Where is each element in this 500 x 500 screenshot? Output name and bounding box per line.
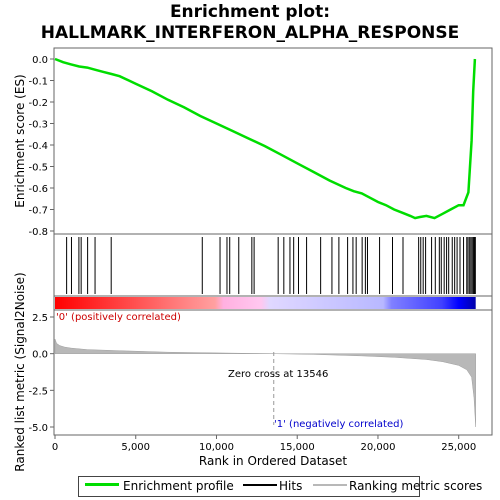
es-y-tick-label: -0.4 <box>28 141 48 152</box>
es-y-tick-label: -0.7 <box>28 206 48 217</box>
x-tick-label: 0 <box>52 442 58 453</box>
metric-y-tick-label: 2.5 <box>32 313 48 324</box>
legend-es-swatch <box>85 483 119 486</box>
legend-es-label: Enrichment profile <box>123 479 234 493</box>
legend: Enrichment profile Hits Ranking metric s… <box>78 476 482 497</box>
es-y-axis-label: Enrichment score (ES) <box>13 74 27 207</box>
x-tick-label: 10,000 <box>199 442 234 453</box>
es-y-tick-label: 0.0 <box>32 55 48 66</box>
metric-y-tick-label: 0.0 <box>32 350 48 361</box>
hits-layer <box>66 237 476 294</box>
es-y-tick-label: -0.1 <box>28 77 48 88</box>
zero-cross-label: Zero cross at 13546 <box>228 369 328 380</box>
x-tick-label: 25,000 <box>441 442 476 453</box>
hits-panel <box>53 233 493 297</box>
es-y-tick-label: -0.3 <box>28 120 48 131</box>
metric-area <box>54 338 476 428</box>
chart-title: Enrichment plot: HALLMARK_INTERFERON_ALP… <box>0 2 500 44</box>
chart-title-line2: HALLMARK_INTERFERON_ALPHA_RESPONSE <box>40 23 460 43</box>
legend-hits-label: Hits <box>279 479 303 493</box>
x-axis-label: Rank in Ordered Dataset <box>199 454 347 468</box>
x-tick-label: 15,000 <box>280 442 315 453</box>
metric-y-tick-label: -5.0 <box>28 423 48 434</box>
x-tick-label: 5,000 <box>121 442 150 453</box>
es-y-tick-label: -0.8 <box>28 227 48 238</box>
es-y-tick-label: -0.6 <box>28 184 48 195</box>
metric-y-tick-label: -2.5 <box>28 386 48 397</box>
negative-corr-label: '1' (negatively correlated) <box>274 419 403 430</box>
legend-metric-swatch <box>313 484 347 486</box>
metric-y-axis-label: Ranked list metric (Signal2Noise) <box>13 272 27 471</box>
es-layer: 0.0 -0.1 -0.2 -0.3 -0.4 -0.5 -0.6 -0.7 -0.8 <box>28 55 477 238</box>
es-y-tick-label: -0.5 <box>28 163 48 174</box>
chart-title-line1: Enrichment plot: <box>169 2 331 22</box>
ranking-color-bar <box>55 297 476 309</box>
enrichment-profile-line <box>54 57 477 220</box>
es-y-tick-label: -0.2 <box>28 98 48 109</box>
legend-hits-swatch <box>243 484 277 486</box>
metric-panel <box>53 309 493 436</box>
positive-corr-label: '0' (positively correlated) <box>56 312 181 323</box>
chart-canvas: 0.0 -0.1 -0.2 -0.3 -0.4 -0.5 -0.6 -0.7 -0.8 2.5 0… <box>13 47 493 472</box>
legend-metric-label: Ranking metric scores <box>349 479 483 493</box>
metric-layer: 2.5 0.0 -2.5 -5.0 0 5,000 10,000 15,000 20,000 25… <box>28 313 476 453</box>
x-tick-label: 20,000 <box>360 442 395 453</box>
